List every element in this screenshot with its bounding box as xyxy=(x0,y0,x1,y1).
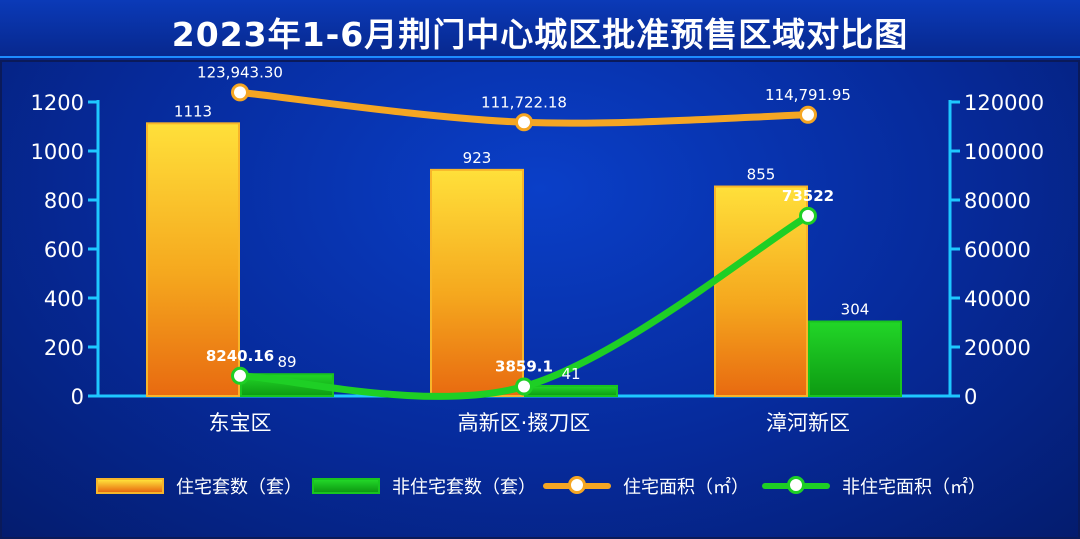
y-left-tick-label: 0 xyxy=(71,385,84,409)
y-right-tick-label: 100000 xyxy=(964,140,1044,164)
lines xyxy=(231,83,817,400)
bars xyxy=(146,122,902,398)
point-non-residential-area xyxy=(515,377,533,396)
legend-label: 非住宅面积（㎡） xyxy=(842,477,986,498)
bar-data-label: 855 xyxy=(747,166,776,184)
bar-data-label: 923 xyxy=(463,149,492,167)
line-data-label: 73522 xyxy=(782,187,834,205)
point-residential-area xyxy=(231,83,249,102)
legend-swatch-orange-line xyxy=(543,476,611,496)
y-right-tick-label: 120000 xyxy=(964,91,1044,115)
line-data-label: 8240.16 xyxy=(206,347,274,365)
point-residential-area xyxy=(515,113,533,132)
y-right-tick-label: 20000 xyxy=(964,336,1031,360)
y-right-tick-label: 60000 xyxy=(964,238,1031,262)
bar-non-residential-units xyxy=(524,384,618,397)
legend-label: 住宅面积（㎡） xyxy=(623,477,749,498)
legend-item-residential-area: 住宅面积（㎡） xyxy=(543,472,749,500)
bar-residential-units xyxy=(714,185,808,397)
line-data-label: 111,722.18 xyxy=(481,93,567,111)
line-data-label: 3859.1 xyxy=(495,358,553,376)
y-left-tick-label: 200 xyxy=(44,336,84,360)
y-right-tick-label: 0 xyxy=(964,385,977,409)
legend-item-non-residential-units: 非住宅套数（套） xyxy=(312,472,536,500)
legend-label: 住宅套数（套） xyxy=(176,477,302,498)
y-left-tick-label: 800 xyxy=(44,189,84,213)
y-left-tick-label: 600 xyxy=(44,238,84,262)
bar-residential-units xyxy=(430,168,524,397)
y-left-tick-label: 1200 xyxy=(31,91,84,115)
x-tick-label: 东宝区 xyxy=(209,411,272,435)
legend: 住宅套数（套） 非住宅套数（套） 住宅面积（㎡） 非住宅面积（㎡） xyxy=(0,472,1080,500)
line-data-label: 114,791.95 xyxy=(765,86,851,104)
chart-frame xyxy=(0,60,1080,539)
chart-title: 2023年1-6月荆门中心城区批准预售区域对比图 xyxy=(171,15,909,54)
y-right-tick-label: 40000 xyxy=(964,287,1031,311)
bar-data-label: 1113 xyxy=(174,102,212,120)
title-bar: 2023年1-6月荆门中心城区批准预售区域对比图 xyxy=(0,0,1080,58)
bar-data-label: 89 xyxy=(277,353,296,371)
line-data-label: 123,943.30 xyxy=(197,63,283,81)
legend-label: 非住宅套数（套） xyxy=(392,477,536,498)
x-tick-label: 漳河新区 xyxy=(766,411,850,435)
bar-data-label: 304 xyxy=(841,301,870,319)
y-left-tick-label: 400 xyxy=(44,287,84,311)
legend-swatch-green-line xyxy=(762,476,830,496)
y-right-tick-label: 80000 xyxy=(964,189,1031,213)
point-non-residential-area xyxy=(799,206,817,225)
point-non-residential-area xyxy=(231,366,249,385)
bar-data-label: 41 xyxy=(561,365,580,383)
legend-swatch-green-bar xyxy=(312,478,380,494)
y-left-tick-label: 1000 xyxy=(31,140,84,164)
legend-item-non-residential-area: 非住宅面积（㎡） xyxy=(762,472,986,500)
point-residential-area xyxy=(799,105,817,124)
legend-swatch-orange-bar xyxy=(96,478,164,494)
legend-item-residential-units: 住宅套数（套） xyxy=(96,472,302,500)
x-tick-label: 高新区·掇刀区 xyxy=(458,411,591,435)
bar-non-residential-units xyxy=(808,320,902,397)
bar-residential-units xyxy=(146,122,240,397)
data-labels: 1113 923 855 89 41 304 123,943.30 111,722.18 114… xyxy=(174,63,869,383)
